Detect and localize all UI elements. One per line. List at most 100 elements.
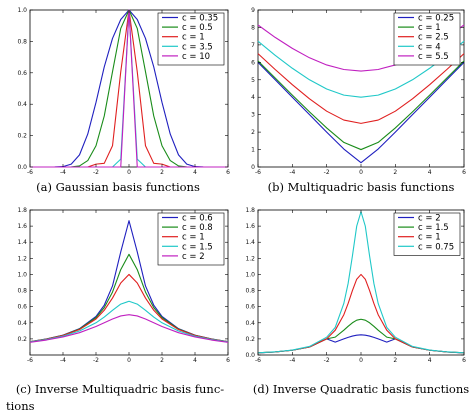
y-tick-label: 0.8 (17, 38, 27, 45)
x-tick-label: -4 (60, 357, 66, 364)
y-tick-label: 0.6 (245, 304, 255, 311)
y-tick-label: 0.8 (245, 288, 255, 295)
x-tick-label: -6 (255, 357, 261, 364)
legend-label: c = 1 (418, 23, 441, 33)
y-tick-label: 1.0 (17, 7, 27, 14)
x-tick-label: 2 (393, 169, 397, 176)
x-tick-label: 6 (462, 169, 466, 176)
y-tick-label: 0.2 (245, 336, 255, 343)
legend: c = 0.35c = 0.5c = 1c = 3.5c = 10 (157, 12, 225, 66)
y-tick-label: 1.2 (17, 255, 27, 262)
x-tick-label: 2 (160, 357, 164, 364)
legend: c = 0.25c = 1c = 2.5c = 4c = 5.5 (393, 12, 461, 66)
y-tick-label: 0.0 (245, 352, 255, 359)
y-tick-label: 0.4 (245, 320, 255, 327)
y-tick-label: 1.6 (17, 223, 27, 230)
y-tick-label: 1.0 (245, 271, 255, 278)
x-tick-label: 4 (193, 357, 197, 364)
y-tick-label: 0.4 (17, 320, 27, 327)
y-tick-label: 1.8 (17, 207, 27, 214)
chart-panel-2: -6 -4 -2 0 2 4 6 0.2 0.4 0.6 0.8 1.0 1.2 1.4 1.6 1.8 c =… (6, 207, 230, 413)
y-tick-label: 1.4 (17, 239, 27, 246)
legend-label: c = 5.5 (418, 52, 449, 62)
x-tick-label: 4 (428, 169, 432, 176)
y-tick-label: 1 (251, 147, 255, 154)
x-tick-label: -6 (27, 357, 33, 364)
x-tick-label: -2 (324, 357, 330, 364)
x-tick-label: -6 (27, 169, 33, 176)
legend-label: c = 0.6 (182, 214, 213, 224)
x-tick-label: -2 (324, 169, 330, 176)
x-tick-label: 2 (160, 169, 164, 176)
x-tick-label: 4 (193, 169, 197, 176)
x-tick-label: 0 (127, 169, 131, 176)
legend-label: c = 1 (182, 233, 205, 243)
legend-label: c = 10 (182, 52, 210, 62)
y-tick-label: 9 (251, 7, 255, 14)
y-tick-label: 4 (251, 94, 255, 101)
y-tick-label: 6 (251, 59, 255, 66)
series-line-4 (29, 314, 229, 343)
y-tick-label: 0.6 (17, 70, 27, 77)
chart-panel-0: -6 -4 -2 0 2 4 60.00.20.40.60.81.0c = 0.35c = … (17, 7, 230, 194)
legend-label: c = 1.5 (418, 223, 449, 233)
legend-box (393, 212, 461, 256)
chart-caption-line2: tions (6, 399, 35, 413)
x-tick-label: 0 (359, 169, 363, 176)
x-tick-label: -6 (255, 169, 261, 176)
chart-caption: (d) Inverse Quadratic basis functions (253, 382, 469, 396)
series-line-2 (257, 53, 465, 124)
y-tick-label: 1.2 (245, 255, 255, 262)
x-tick-label: -4 (60, 169, 66, 176)
legend: c = 0.6c = 0.8c = 1c = 1.5c = 2 (157, 212, 225, 266)
series-line-3 (257, 40, 465, 98)
x-tick-label: 0 (359, 357, 363, 364)
legend-label: c = 1 (418, 233, 441, 243)
legend-label: c = 0.35 (182, 14, 218, 24)
series-line-1 (257, 60, 465, 151)
legend-label: c = 0.75 (418, 242, 454, 252)
x-tick-label: 0 (127, 357, 131, 364)
y-tick-label: 0.0 (17, 164, 27, 171)
y-tick-label: 1.6 (245, 223, 255, 230)
x-tick-label: 6 (462, 357, 466, 364)
y-tick-label: 1.8 (245, 207, 255, 214)
legend-label: c = 0.25 (418, 14, 454, 24)
chart-caption: (a) Gaussian basis functions (36, 180, 200, 194)
legend-label: c = 4 (418, 42, 441, 52)
x-tick-label: 4 (428, 357, 432, 364)
y-tick-label: 3 (251, 112, 255, 119)
chart-panel-3: -6 -4 -2 0 2 4 6 0.0 0.2 0.4 0.6 0.8 1.0 1.2 1.4 1.6 1.8… (245, 207, 469, 396)
x-tick-label: -4 (289, 169, 295, 176)
legend: c = 2c = 1.5c = 1c = 0.75 (393, 212, 461, 256)
y-tick-label: 8 (251, 24, 255, 31)
y-tick-label: 0.2 (17, 133, 27, 140)
series-line-1 (257, 318, 465, 354)
y-tick-label: 2 (251, 129, 255, 136)
series-line-2 (257, 273, 465, 354)
y-tick-label: 0.6 (17, 304, 27, 311)
series-line-2 (29, 273, 229, 343)
series-line-1 (29, 253, 229, 343)
y-tick-label: 0.8 (17, 288, 27, 295)
legend-label: c = 1 (182, 33, 205, 43)
y-tick-label: 1.4 (245, 239, 255, 246)
chart-caption: (c) Inverse Multiquadric basis func- (16, 382, 224, 396)
y-tick-label: 0.2 (17, 336, 27, 343)
x-tick-label: 6 (226, 169, 230, 176)
series-line-3 (29, 300, 229, 343)
x-tick-label: 2 (393, 357, 397, 364)
y-tick-label: 5 (251, 77, 255, 84)
chart-panel-1: -6 -4 -2 0 2 4 6 0 1 2 3 4 5 6 7 8 9 c = 0.25c = 1c = 2.5… (251, 7, 466, 194)
x-tick-label: 6 (226, 357, 230, 364)
x-tick-label: -2 (93, 169, 99, 176)
y-tick-label: 1.0 (17, 271, 27, 278)
y-tick-label: 0.4 (17, 101, 27, 108)
series-line-0 (257, 61, 465, 164)
x-tick-label: -4 (289, 357, 295, 364)
legend-label: c = 0.5 (182, 23, 213, 33)
x-tick-label: -2 (93, 357, 99, 364)
legend-label: c = 2 (418, 214, 441, 224)
chart-caption: (b) Multiquadric basis functions (268, 180, 455, 194)
